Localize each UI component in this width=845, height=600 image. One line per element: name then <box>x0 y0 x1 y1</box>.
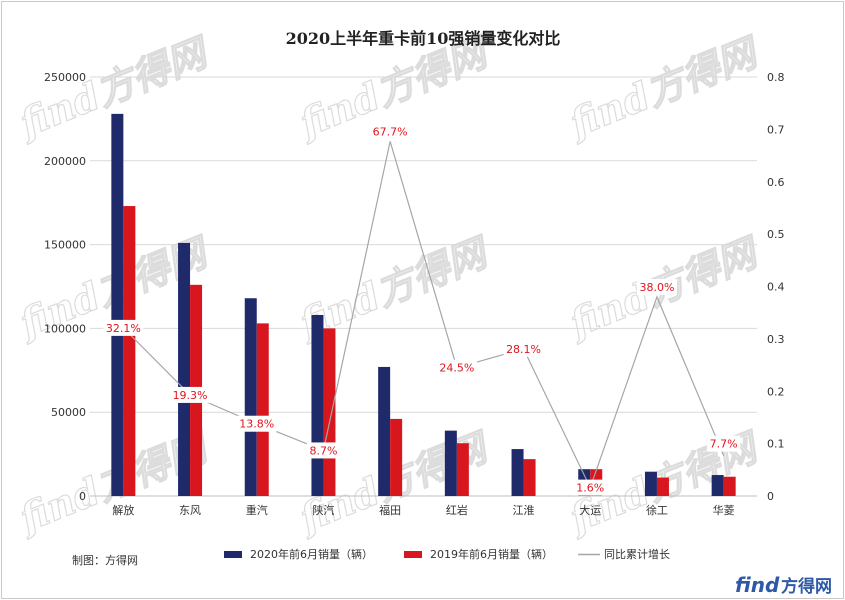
legend-swatch-0 <box>224 551 242 558</box>
category-label: 重汽 <box>246 503 268 517</box>
bar-2019-8 <box>656 477 669 496</box>
bar-2020-1 <box>178 242 191 496</box>
data-label: 1.6% <box>576 482 604 495</box>
right-tick-label: 0.1 <box>767 438 785 451</box>
data-labels: 32.1% 19.3% 13.8% 8.7% 67.7% 24.5% 28.1% 1.6% 38… <box>103 123 741 496</box>
category-label: 红岩 <box>446 503 468 517</box>
data-label-bg-1 <box>170 386 211 403</box>
right-tick-label: 0.2 <box>767 385 785 398</box>
bar-2019-6 <box>523 459 536 496</box>
bar-2020-4 <box>378 366 391 496</box>
left-tick-label: 0 <box>79 490 86 503</box>
data-label-bg-3 <box>306 442 341 459</box>
data-label: 8.7% <box>309 444 337 457</box>
category-label: 徐工 <box>646 503 668 517</box>
legend-label: 2020年前6月销量（辆） <box>250 547 373 561</box>
left-axis-ticks: 0 50000 100000 150000 200000 250000 <box>44 71 86 503</box>
data-label-bg-6 <box>503 340 544 357</box>
data-label: 19.3% <box>173 389 208 402</box>
data-label-bg-2 <box>236 415 277 432</box>
data-label: 24.5% <box>439 362 474 375</box>
bar-2019-0 <box>123 206 136 496</box>
category-label: 大运 <box>579 503 601 517</box>
bar-2019-3 <box>323 328 336 496</box>
data-label-bg-0 <box>103 319 144 336</box>
brand-latin: find <box>735 573 780 597</box>
category-label: 解放 <box>112 503 134 517</box>
brand-logo: find 方得网 <box>735 573 832 597</box>
bar-2020-6 <box>511 449 524 496</box>
brand-cjk: 方得网 <box>781 576 832 597</box>
category-label: 东风 <box>179 504 201 517</box>
data-label: 13.8% <box>239 418 274 431</box>
bar-2019-2 <box>256 323 269 496</box>
category-label: 江淮 <box>513 504 535 517</box>
bar-2020-0 <box>111 113 124 496</box>
legend-label: 同比累计增长 <box>604 547 670 561</box>
left-tick-label: 200000 <box>44 155 86 168</box>
left-tick-label: 100000 <box>44 322 86 335</box>
data-label: 28.1% <box>506 343 541 356</box>
bar-2019-9 <box>723 476 736 496</box>
category-labels: 解放 东风 重汽 陕汽 福田 红岩 江淮 大运 徐工 华菱 <box>112 503 734 517</box>
right-tick-label: 0.3 <box>767 333 785 346</box>
data-label-bg-7 <box>573 479 607 496</box>
left-tick-label: 50000 <box>51 406 86 419</box>
data-label: 38.0% <box>639 281 674 294</box>
left-tick-label: 150000 <box>44 239 86 252</box>
right-tick-label: 0.6 <box>767 176 785 189</box>
legend-label: 2019年前6月销量（辆） <box>430 547 553 561</box>
data-label-bg-4 <box>370 123 411 140</box>
left-tick-label: 250000 <box>44 71 86 84</box>
right-tick-label: 0.7 <box>767 123 785 136</box>
legend: 2020年前6月销量（辆） 2019年前6月销量（辆） 同比累计增长 <box>224 547 670 561</box>
data-label-bg-8 <box>636 278 677 295</box>
category-label: 福田 <box>379 503 401 517</box>
credit-text: 制图：方得网 <box>72 553 138 567</box>
growth-series-line <box>122 141 725 490</box>
data-label: 67.7% <box>373 125 408 138</box>
bar-2020-2 <box>244 298 257 496</box>
bar-2019-5 <box>456 443 469 496</box>
chart-title: 2020上半年重卡前10强销量变化对比 <box>286 29 561 48</box>
data-label: 32.1% <box>106 322 141 335</box>
bar-2020-5 <box>444 430 457 496</box>
right-tick-label: 0.8 <box>767 71 785 84</box>
category-label: 华菱 <box>713 503 735 517</box>
bar-2020-8 <box>644 471 657 496</box>
right-axis-ticks: 0 0.1 0.2 0.3 0.4 0.5 0.6 0.7 0.8 <box>767 71 785 503</box>
data-label: 7.7% <box>710 438 738 451</box>
right-tick-label: 0 <box>767 490 774 503</box>
bar-2020-9 <box>711 475 724 496</box>
watermark-2: find方得网 <box>561 28 767 146</box>
right-tick-label: 0.4 <box>767 281 785 294</box>
data-label-bg-9 <box>707 435 741 452</box>
bar-2019-4 <box>390 418 403 496</box>
bars <box>111 113 736 496</box>
data-label-bg-5 <box>436 359 477 376</box>
legend-swatch-1 <box>404 551 422 558</box>
right-tick-label: 0.5 <box>767 228 785 241</box>
category-label: 陕汽 <box>312 503 334 517</box>
bar-2020-3 <box>311 314 324 496</box>
